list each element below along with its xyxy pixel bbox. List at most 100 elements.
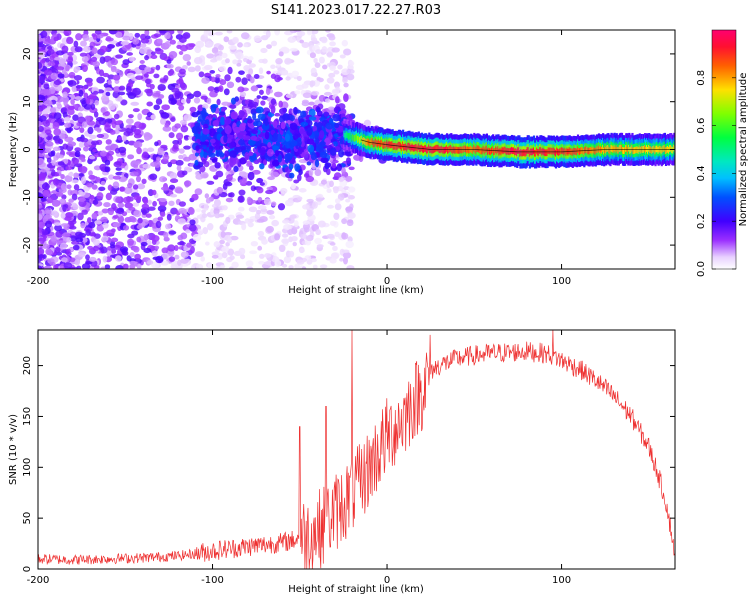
spectrogram-cell	[240, 32, 250, 40]
spectrogram-cell	[201, 77, 210, 84]
spectrogram-cell	[253, 121, 259, 127]
spectrogram-cell	[73, 40, 79, 48]
spectrogram-cell	[109, 189, 118, 195]
spectrogram-cell	[301, 266, 307, 269]
spectrogram-cell	[321, 46, 328, 53]
spectrogram-cell	[146, 260, 154, 265]
spectrogram-cell	[135, 75, 144, 80]
spectrogram-cell	[333, 212, 340, 221]
spectrogram-cell	[157, 150, 166, 156]
spectrogram-cell	[300, 233, 308, 240]
spectrogram-cell	[247, 102, 255, 108]
spectrogram-cell	[197, 106, 203, 112]
spectrogram-cell	[317, 220, 326, 228]
colorbar: 0.00.20.40.60.8 Normalized spectral ampl…	[696, 29, 749, 277]
spectrogram-cell	[38, 204, 43, 209]
spectrogram-cell	[237, 86, 245, 93]
spectrogram-cell	[259, 89, 264, 95]
spectrogram-cell	[209, 138, 216, 144]
spectrogram-cell	[282, 219, 290, 224]
spectrogram-cell	[74, 258, 81, 266]
spectrogram-cell	[59, 132, 66, 140]
spectrogram-cell	[258, 260, 265, 265]
spectrogram-cell	[186, 97, 191, 104]
spectrogram-cell	[178, 201, 186, 207]
spectrogram-cell	[46, 136, 51, 141]
spectrogram-cell	[60, 212, 66, 219]
spectrogram-cell	[188, 207, 195, 215]
spectrogram-cell	[288, 250, 295, 258]
spectrogram-cell	[203, 151, 208, 159]
spectrogram-cell	[132, 108, 140, 113]
spectrogram-cell	[168, 132, 175, 139]
spectrogram-cell	[204, 193, 210, 199]
spectrogram-cell	[271, 219, 279, 227]
spectrogram-cell	[180, 232, 188, 240]
spectrogram-cell	[101, 155, 108, 162]
spectrogram-cell	[38, 82, 42, 89]
spectrogram-cell	[265, 189, 274, 195]
spectrogram-cell	[143, 198, 149, 205]
spectrogram-cell	[224, 231, 233, 236]
spectrogram-cell	[89, 155, 96, 160]
spectrogram-cell	[174, 186, 184, 194]
spectrogram-cell	[118, 146, 127, 154]
spectrogram-cell	[264, 117, 269, 127]
spectrogram-cell	[214, 162, 221, 169]
spectrogram-cell	[163, 74, 169, 82]
colorbar-tick-label: 0.2	[696, 213, 707, 229]
spectrogram-cell	[305, 234, 314, 242]
spectrogram-cell	[144, 30, 150, 37]
spectrogram-cell	[91, 184, 98, 190]
spectrogram-cell	[60, 223, 69, 228]
spectrogram-cell	[74, 96, 83, 101]
spectrogram-cell	[178, 246, 184, 250]
spectrogram-cell	[147, 199, 152, 205]
spectrogram-cell	[290, 235, 298, 242]
spectrogram-cell	[178, 207, 187, 214]
spectrogram-cell	[238, 109, 244, 119]
spectrogram-cell	[313, 57, 318, 64]
spectrogram-cell	[306, 259, 313, 265]
spectrogram-cell	[129, 260, 138, 265]
spectrogram-cell	[316, 107, 321, 112]
spectrogram-cell	[70, 266, 79, 269]
spectrogram-cell	[117, 91, 126, 96]
spectrogram-cell	[38, 197, 42, 202]
spectrogram-cell	[293, 106, 298, 115]
spectrogram-cell	[199, 140, 208, 145]
spectrogram-cell	[43, 119, 50, 127]
spectrogram-cell	[278, 51, 284, 57]
spectrogram-cell	[119, 186, 125, 192]
spectrogram-cell	[308, 116, 317, 121]
spectrogram-cell	[270, 201, 277, 207]
spectrogram-cell	[229, 104, 237, 109]
spectrogram-cell	[292, 241, 297, 247]
spectrogram-cell	[122, 135, 127, 142]
spectrogram-cell	[160, 186, 170, 191]
spectrogram-cell	[66, 126, 72, 134]
spectrogram-cell	[210, 104, 217, 113]
spectrogram-cell	[106, 229, 115, 236]
spectrogram-cell	[346, 219, 354, 227]
spectrogram-cell	[288, 163, 294, 170]
spectrogram-cell	[132, 202, 140, 207]
spectrogram-cell	[345, 206, 354, 212]
spectrogram-cell	[38, 192, 41, 198]
spectrogram-cell	[189, 219, 196, 226]
spectrogram-cell	[96, 76, 105, 84]
spectrogram-cell	[132, 246, 140, 253]
spectrogram-cell	[54, 247, 61, 254]
spectrogram-cell	[56, 95, 64, 103]
spectrogram-cell	[151, 234, 160, 242]
spectrogram-cell	[233, 126, 241, 134]
spectrogram-cell	[336, 163, 343, 172]
spectrogram-cell	[318, 56, 325, 64]
spectrogram-cell	[225, 197, 234, 203]
spectrogram-cell	[345, 157, 351, 164]
spectrogram-cell	[141, 203, 150, 209]
spectrogram-cell	[331, 162, 337, 169]
spectrogram-cell	[196, 263, 204, 269]
spectrogram-cell	[92, 148, 98, 153]
